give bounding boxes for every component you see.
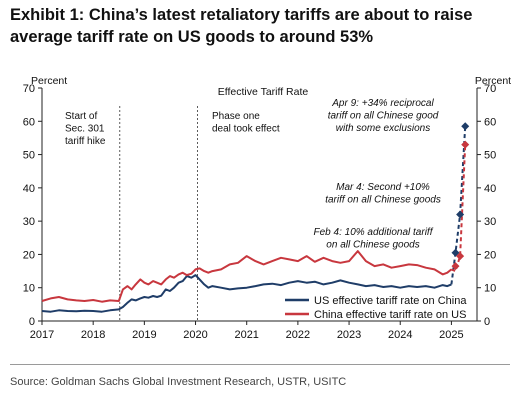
source-note: Source: Goldman Sachs Global Investment … — [10, 376, 347, 388]
diamond-marker — [456, 210, 465, 219]
y-tick-label-right: 60 — [484, 116, 496, 128]
x-tick-label: 2021 — [234, 329, 258, 341]
annotation-line: Feb 4: 10% additional tariff — [314, 227, 434, 238]
annotation-line: tariff on all Chinese goods — [325, 195, 441, 206]
legend: US effective tariff rate on China China e… — [285, 295, 467, 321]
x-tick-label: 2025 — [439, 329, 463, 341]
x-tick-label: 2020 — [183, 329, 207, 341]
source-divider — [10, 364, 510, 365]
diamond-marker — [461, 140, 470, 149]
x-tick-label: 2024 — [388, 329, 412, 341]
y-tick-label-left: 50 — [23, 150, 35, 162]
annotation-line: Start of — [65, 111, 97, 122]
y-axis-label-left: Percent — [31, 75, 67, 87]
annotation-line: tariff on all Chinese good — [328, 111, 439, 122]
diamond-marker — [451, 262, 460, 271]
y-tick-label-left: 30 — [23, 216, 35, 228]
x-tick-label: 2018 — [81, 329, 105, 341]
y-tick-label-right: 50 — [484, 150, 496, 162]
y-tick-label-right: 20 — [484, 249, 496, 261]
series-line-us — [41, 274, 452, 313]
annotation-line: with some exclusions — [336, 123, 430, 134]
annotation-line: tariff hike — [65, 136, 106, 147]
x-tick-label: 2019 — [132, 329, 156, 341]
annotation-line: deal took effect — [212, 124, 280, 135]
x-tick-label: 2023 — [337, 329, 361, 341]
diamond-marker — [456, 252, 465, 261]
diamond-marker — [461, 122, 470, 131]
series-line-dashed-us — [450, 126, 467, 285]
y-tick-label-left: 20 — [23, 249, 35, 261]
y-tick-label-left: 0 — [29, 316, 35, 328]
exhibit-title: Exhibit 1: China’s latest retaliatory ta… — [10, 6, 473, 46]
y-tick-label-left: 10 — [23, 283, 35, 295]
annotation-line: on all Chinese goods — [326, 240, 419, 251]
annotation-line: Apr 9: +34% reciprocal — [331, 98, 434, 109]
y-tick-label-left: 40 — [23, 183, 35, 195]
x-tick-label: 2017 — [30, 329, 54, 341]
series-line-china — [41, 250, 453, 303]
series-group — [41, 122, 470, 313]
legend-label: US effective tariff rate on China — [314, 295, 467, 307]
legend-label: China effective tariff rate on US — [314, 309, 466, 321]
annotation-line: Mar 4: Second +10% — [336, 182, 430, 193]
annotation-line: Phase one — [212, 111, 260, 122]
chart-title: Effective Tariff Rate — [218, 86, 309, 98]
y-tick-label-left: 70 — [23, 83, 35, 95]
y-tick-label-right: 0 — [484, 316, 490, 328]
annotation-line: Sec. 301 — [65, 124, 105, 135]
y-tick-label-right: 30 — [484, 216, 496, 228]
y-tick-label-right: 10 — [484, 283, 496, 295]
y-tick-label-right: 40 — [484, 183, 496, 195]
y-axis-label-right: Percent — [475, 75, 511, 87]
series-line-dashed-china — [451, 144, 467, 273]
y-tick-label-left: 60 — [23, 116, 35, 128]
x-tick-label: 2022 — [286, 329, 310, 341]
y-tick-label-right: 70 — [484, 83, 496, 95]
